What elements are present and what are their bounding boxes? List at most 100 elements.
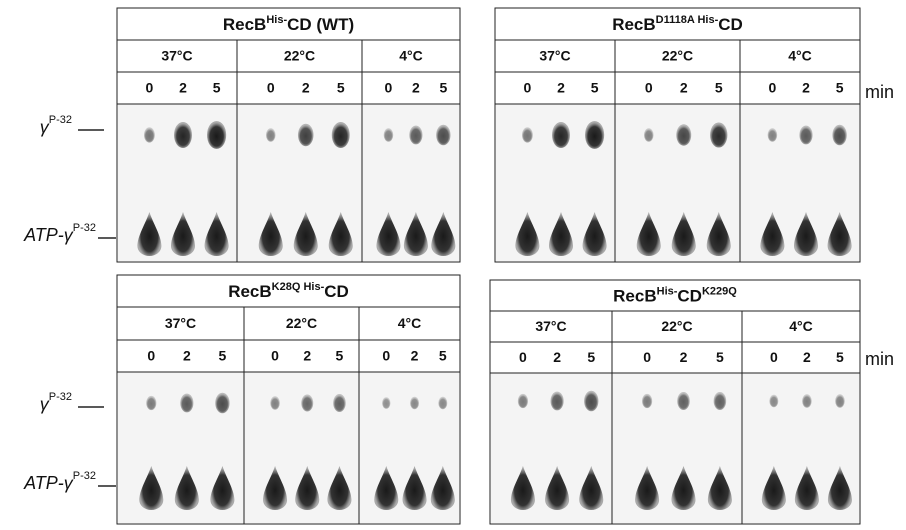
time-label: 5 [716, 349, 724, 365]
product-spot [522, 127, 533, 142]
time-label: 0 [519, 349, 527, 365]
time-label: 2 [803, 349, 811, 365]
time-label: 5 [439, 80, 447, 96]
product-spot [266, 128, 276, 141]
product-spot [769, 395, 778, 408]
time-label: 0 [146, 80, 154, 96]
time-label: 0 [524, 80, 532, 96]
temperature-label: 37°C [165, 315, 196, 331]
time-label: 2 [412, 80, 420, 96]
time-label: 0 [382, 348, 390, 364]
product-spot [642, 394, 652, 408]
temperature-label: 4°C [398, 315, 422, 331]
product-spot [799, 126, 812, 145]
title-superscript: D1118A His- [656, 14, 719, 26]
temperature-label: 37°C [535, 318, 566, 334]
title-text: CD [324, 282, 349, 301]
time-label: 5 [591, 80, 599, 96]
product-spot [802, 394, 812, 407]
title-text: CD [677, 287, 702, 306]
panel-title: RecBHis-CDK229Q [613, 285, 737, 306]
time-label: 0 [770, 349, 778, 365]
side-label-superscript: P-32 [49, 391, 72, 403]
temperature-label: 22°C [284, 48, 315, 64]
panel-title: RecBK28Q His-CD [228, 281, 349, 302]
title-text: RecB [612, 15, 655, 34]
title-superscript: K28Q His- [272, 281, 325, 293]
product-spot [585, 121, 604, 149]
product-spot [270, 396, 280, 409]
time-label: 5 [715, 80, 723, 96]
side-label-text: ATP-γ [23, 473, 74, 493]
product-spot [144, 127, 155, 142]
product-spot [710, 122, 727, 147]
product-spot [436, 125, 450, 146]
title-superscript: His- [657, 285, 678, 297]
side-label-superscript: P-32 [49, 114, 72, 126]
title-superscript: K229Q [702, 285, 737, 297]
title-text: RecB [223, 15, 266, 34]
product-spot [301, 395, 313, 412]
temperature-label: 4°C [789, 318, 813, 334]
time-label: 0 [769, 80, 777, 96]
time-label: 0 [147, 348, 155, 364]
side-label: ATP-γP-32 [23, 222, 96, 245]
time-label: 2 [802, 80, 810, 96]
product-spot [677, 392, 690, 410]
time-label: 2 [680, 80, 688, 96]
time-label: 5 [836, 349, 844, 365]
product-spot [215, 393, 229, 414]
side-label-text: ATP-γ [23, 225, 74, 245]
title-superscript: His- [266, 14, 287, 26]
time-label: 0 [645, 80, 653, 96]
side-label: γP-32 [40, 114, 72, 137]
product-spot [332, 122, 350, 148]
side-label: γP-32 [40, 391, 72, 414]
time-label: 5 [213, 80, 221, 96]
temperature-label: 22°C [662, 48, 693, 64]
time-label: 0 [267, 80, 275, 96]
time-label: 5 [836, 80, 844, 96]
figure: RecBHis-CD (WT)37°C02522°C0254°C025RecBD… [0, 0, 906, 525]
time-label: 2 [179, 80, 187, 96]
product-spot [584, 391, 598, 412]
time-label: 0 [643, 349, 651, 365]
time-label: 2 [680, 349, 688, 365]
product-spot [174, 122, 192, 148]
product-spot [835, 394, 845, 407]
panel-title: RecBD1118A His-CD [612, 14, 743, 35]
time-label: 5 [439, 348, 447, 364]
product-spot [384, 128, 394, 141]
title-text: CD (WT) [287, 15, 354, 34]
time-label: 2 [183, 348, 191, 364]
time-label: 5 [219, 348, 227, 364]
title-text: CD [718, 15, 743, 34]
temperature-label: 4°C [788, 48, 812, 64]
product-spot [180, 394, 193, 413]
temperature-label: 22°C [286, 315, 317, 331]
temperature-label: 22°C [661, 318, 692, 334]
time-label: 5 [587, 349, 595, 365]
product-spot [676, 124, 691, 146]
unit-label: min [865, 349, 894, 369]
product-spot [551, 392, 564, 411]
product-spot [552, 122, 570, 148]
product-spot [644, 128, 654, 141]
product-spot [382, 397, 390, 409]
time-label: 5 [337, 80, 345, 96]
product-spot [333, 394, 346, 412]
time-label: 0 [271, 348, 279, 364]
product-spot [714, 392, 727, 410]
product-spot [410, 397, 419, 410]
product-spot [832, 125, 846, 146]
product-spot [518, 394, 528, 408]
time-label: 2 [411, 348, 419, 364]
time-label: 2 [557, 80, 565, 96]
product-spot [409, 126, 422, 145]
time-label: 2 [302, 80, 310, 96]
panel-title: RecBHis-CD (WT) [223, 14, 354, 35]
time-label: 0 [385, 80, 393, 96]
side-label-superscript: P-32 [73, 222, 96, 234]
product-spot [438, 397, 447, 410]
side-label-superscript: P-32 [73, 470, 96, 482]
